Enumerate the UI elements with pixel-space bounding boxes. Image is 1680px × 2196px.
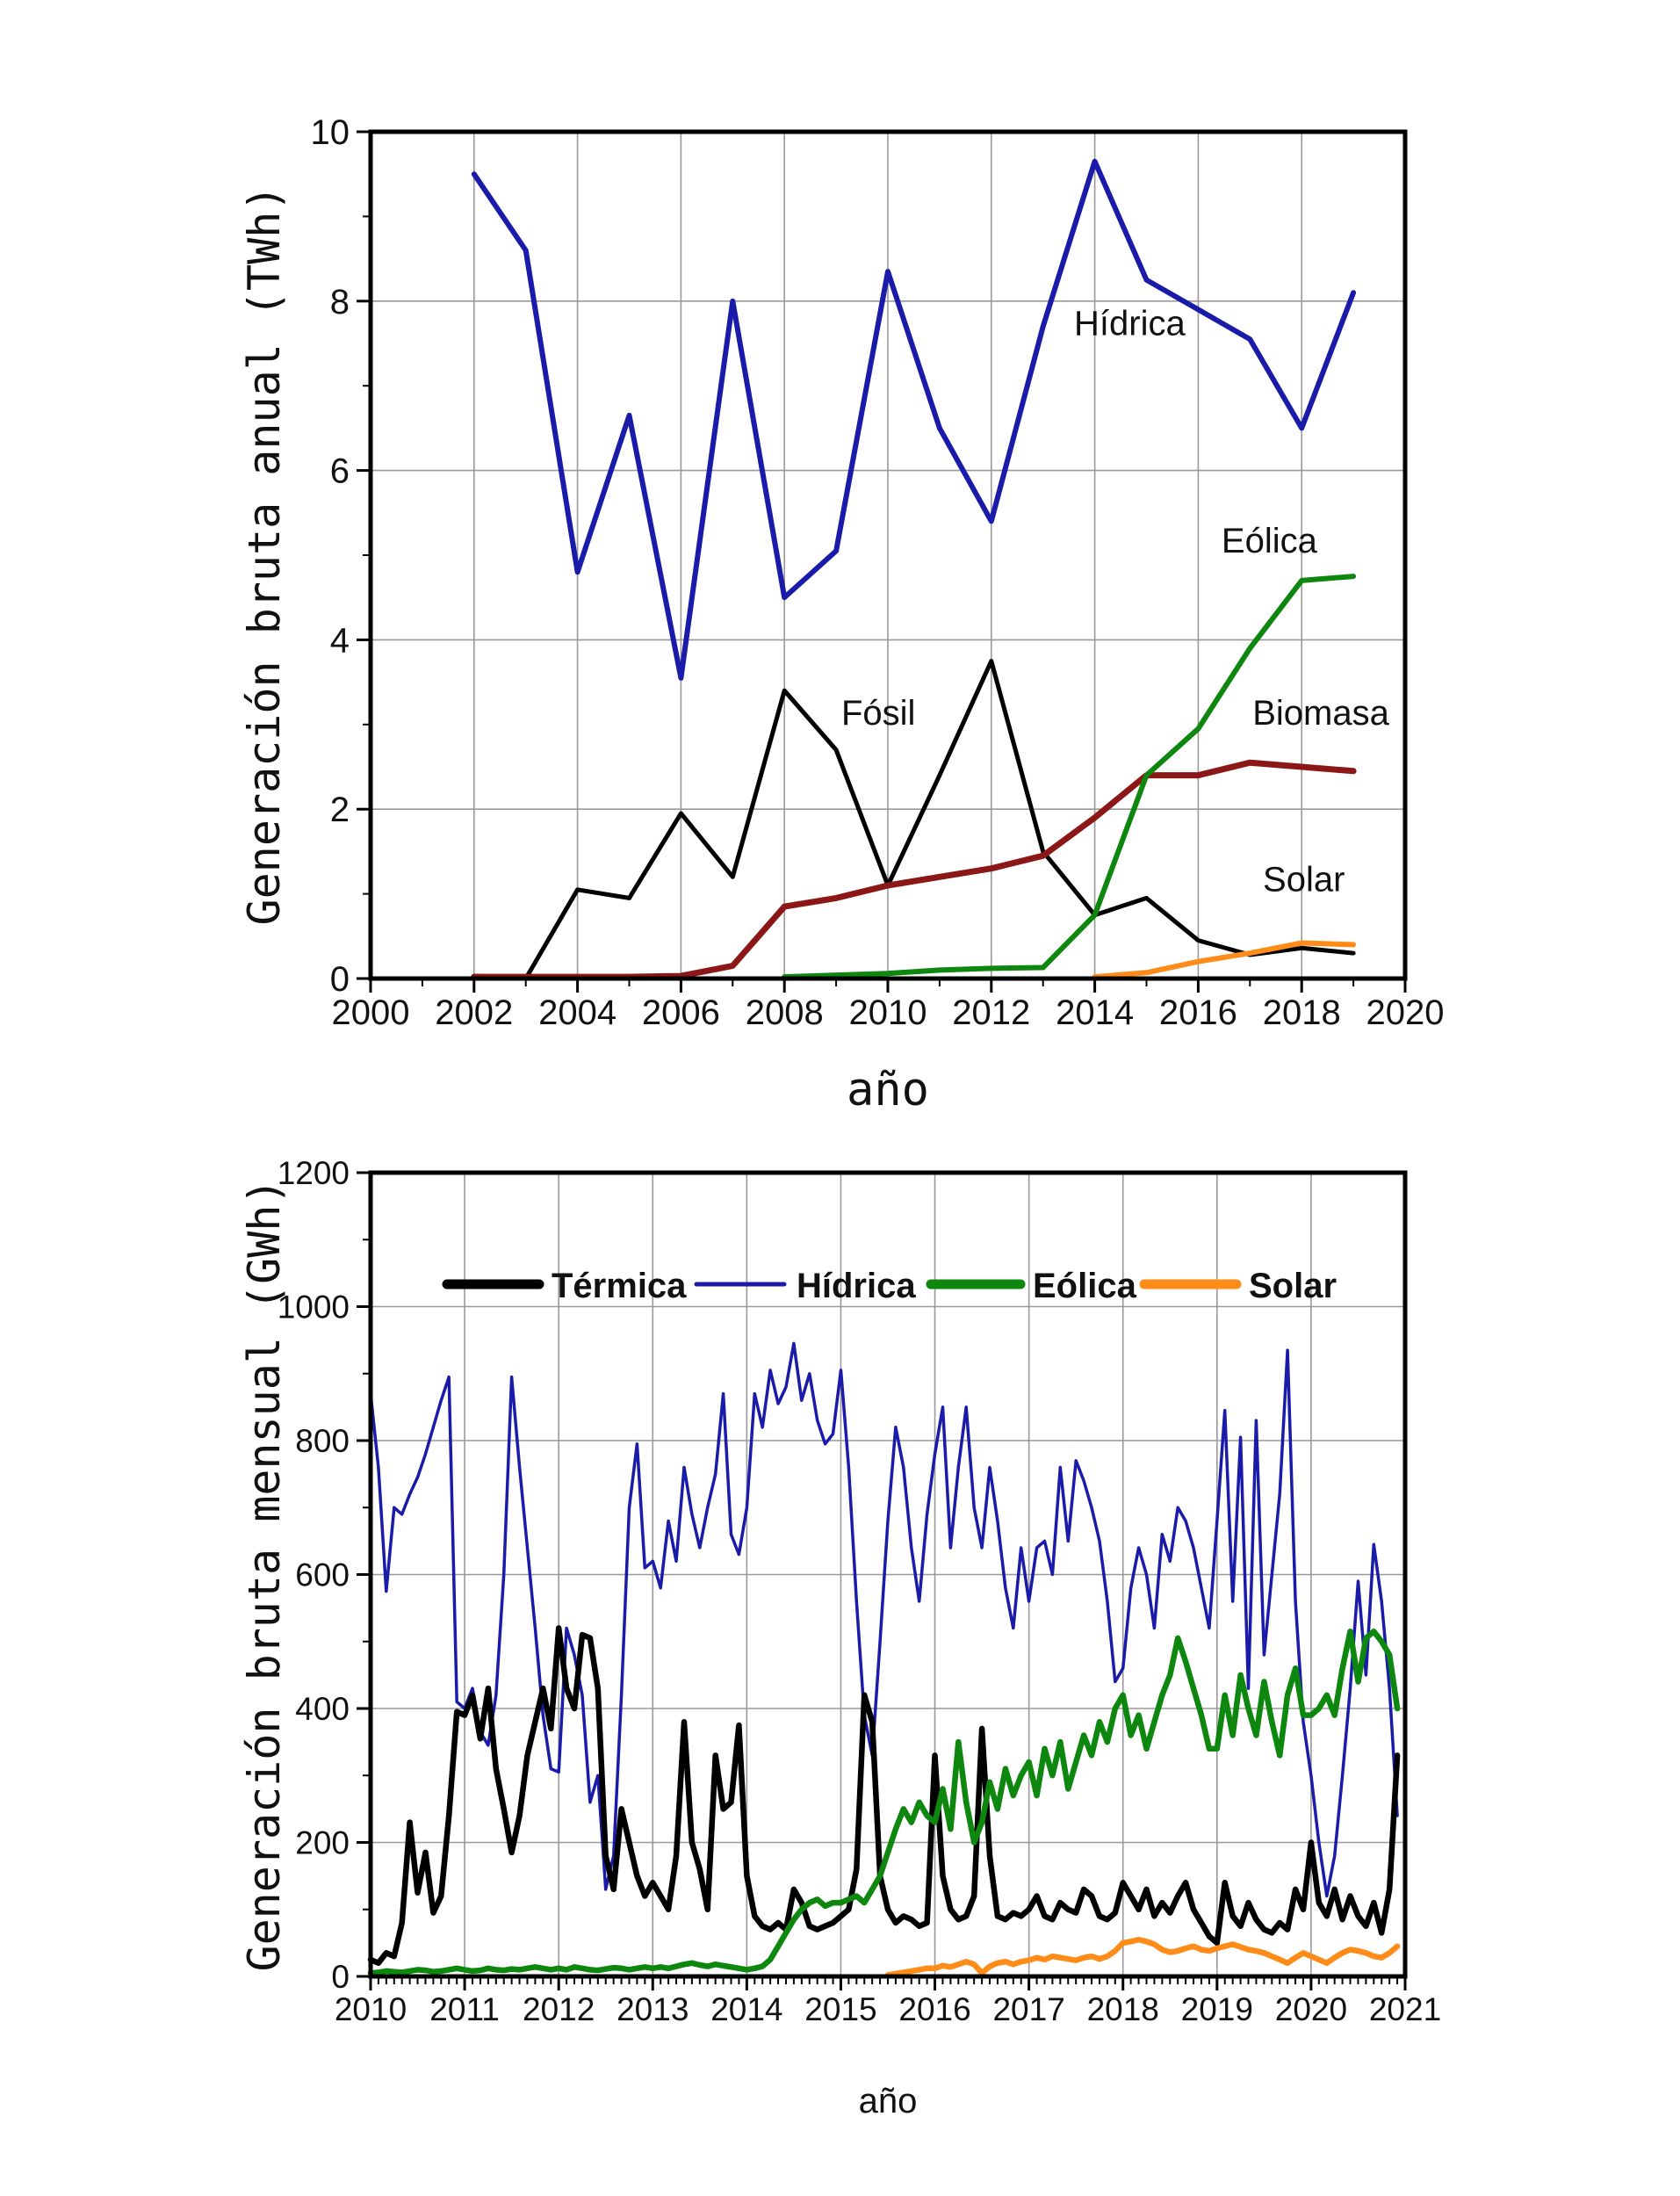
y-tick-label: 200 <box>295 1825 350 1861</box>
x-tick-label: 2019 <box>1181 1991 1253 2027</box>
annual-x-axis-title: año <box>847 1064 929 1116</box>
annual-series-lines <box>471 158 1357 981</box>
monthly-series-lines <box>367 1341 1401 1978</box>
x-tick-label: 2000 <box>332 993 410 1032</box>
monthly-tick-labels: 2010 2011 2012 2013 2014 2015 2016 2017 2018 2019… <box>278 1155 1441 2027</box>
x-tick-label: 2013 <box>616 1991 689 2027</box>
x-tick-label: 2016 <box>1159 993 1237 1032</box>
x-tick-label: 2004 <box>538 993 616 1032</box>
y-tick-label: 0 <box>330 960 350 999</box>
series-eólica <box>367 1629 1401 1976</box>
monthly-y-axis-title: Generación bruta mensual (GWh) <box>239 1178 290 1971</box>
series-fósil <box>472 659 1356 981</box>
curve-label-hídrica: Hídrica <box>1074 304 1186 343</box>
y-tick-label: 10 <box>311 113 350 152</box>
x-tick-label: 2012 <box>952 993 1030 1032</box>
curve-label-eólica: Eólica <box>1222 522 1318 560</box>
x-tick-label: 2016 <box>898 1991 970 2027</box>
x-tick-label: 2014 <box>1056 993 1134 1032</box>
series-hídrica <box>471 158 1357 681</box>
series-solar <box>1092 940 1357 980</box>
x-tick-label: 2010 <box>335 1991 407 2027</box>
annual-gridlines <box>371 132 1405 979</box>
series-eólica <box>782 574 1357 980</box>
legend-label-termica: Térmica <box>552 1267 687 1305</box>
x-tick-label: 2017 <box>992 1991 1064 2027</box>
annual-y-axis-title: Generación bruta anual (TWh) <box>239 185 290 926</box>
y-tick-label: 1200 <box>278 1155 350 1191</box>
series-térmica <box>367 1625 1401 1967</box>
y-tick-label: 0 <box>331 1959 350 1995</box>
annual-tick-labels: 2000 2002 2004 2006 2008 2010 2012 2014 2016 2018… <box>311 113 1445 1032</box>
legend-label-solar: Solar <box>1249 1267 1337 1305</box>
annual-axis-ticks <box>357 130 1407 993</box>
x-tick-label: 2018 <box>1087 1991 1159 2027</box>
x-tick-label: 2011 <box>429 1991 500 2027</box>
monthly-x-axis-title: año <box>859 2082 918 2120</box>
x-tick-label: 2018 <box>1263 993 1341 1032</box>
monthly-axis-ticks <box>357 1171 1407 1990</box>
x-tick-label: 2014 <box>710 1991 782 2027</box>
monthly-gridlines <box>371 1173 1405 1976</box>
x-tick-label: 2002 <box>435 993 513 1032</box>
annual-generation-chart: 2000 2002 2004 2006 2008 2010 2012 2014 2016 2018… <box>239 113 1444 1116</box>
series-hídrica <box>369 1341 1399 1898</box>
y-tick-label: 2 <box>330 791 350 829</box>
x-tick-label: 2021 <box>1369 1991 1441 2027</box>
monthly-generation-chart: 2010 2011 2012 2013 2014 2015 2016 2017 2018 2019… <box>239 1155 1441 2120</box>
curve-label-fósil: Fósil <box>841 694 915 733</box>
x-tick-label: 2012 <box>523 1991 595 2027</box>
x-tick-label: 2015 <box>804 1991 876 2027</box>
y-tick-label: 600 <box>295 1557 350 1593</box>
x-tick-label: 2006 <box>642 993 720 1032</box>
curve-label-solar: Solar <box>1263 861 1345 899</box>
x-tick-label: 2008 <box>746 993 824 1032</box>
y-tick-label: 8 <box>330 283 350 321</box>
x-tick-label: 2020 <box>1275 1991 1347 2027</box>
y-tick-label: 1000 <box>278 1289 350 1326</box>
series-solar <box>884 1936 1401 1978</box>
legend: Térmica Hídrica Eólica Solar <box>442 1267 1337 1305</box>
y-tick-label: 4 <box>330 621 350 660</box>
x-tick-label: 2020 <box>1366 993 1445 1032</box>
x-tick-label: 2010 <box>849 993 927 1032</box>
annual-curve-labels: Hídrica Eólica Biomasa Fósil Solar <box>841 304 1390 899</box>
legend-label-eolica: Eólica <box>1033 1267 1137 1305</box>
y-tick-label: 800 <box>295 1423 350 1459</box>
legend-label-hidrica: Hídrica <box>797 1267 916 1305</box>
y-tick-label: 400 <box>295 1691 350 1727</box>
y-tick-label: 6 <box>330 452 350 491</box>
curve-label-biomasa: Biomasa <box>1252 694 1389 733</box>
